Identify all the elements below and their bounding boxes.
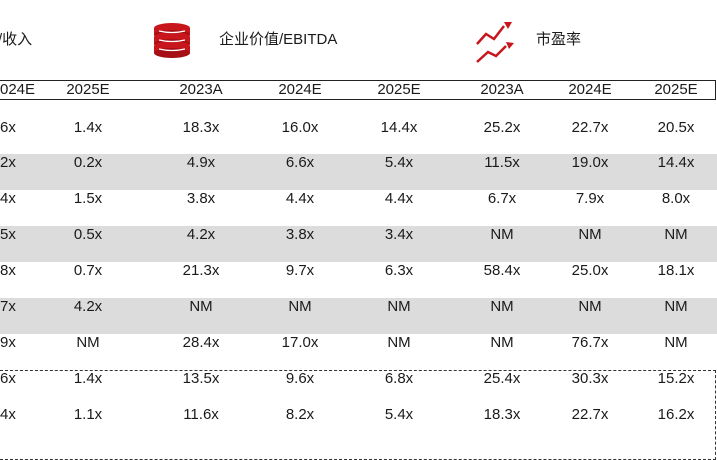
- table-cell: 6x: [0, 370, 16, 387]
- table-cell: NM: [189, 298, 213, 315]
- table-cell: 6.3x: [384, 262, 414, 279]
- column-header: 2024E: [568, 81, 612, 98]
- table-cell: NM: [76, 334, 100, 351]
- table-cell: 7x: [0, 298, 16, 315]
- table-cell: 8.2x: [285, 406, 315, 423]
- table-cell: 4.4x: [285, 190, 315, 207]
- column-header: 2023A: [480, 81, 524, 98]
- column-header-row: [0, 80, 716, 100]
- column-header: 2025E: [654, 81, 698, 98]
- pe-section-title: 市盈率: [536, 31, 582, 48]
- column-header: 2025E: [66, 81, 110, 98]
- table-cell: 5x: [0, 226, 16, 243]
- table-cell: 1.1x: [73, 406, 103, 423]
- table-cell: 0.5x: [73, 226, 103, 243]
- table-cell: 8.0x: [661, 190, 691, 207]
- table-cell: NM: [664, 334, 688, 351]
- row-band-6: [0, 298, 717, 334]
- table-cell: 25.4x: [483, 370, 521, 387]
- revenue-section-title: /收入: [0, 28, 32, 49]
- table-cell: 11.5x: [484, 154, 520, 171]
- table-cell: 19.0x: [571, 154, 609, 171]
- table-cell: 6.7x: [487, 190, 517, 207]
- table-cell: 4.2x: [73, 298, 103, 315]
- table-cell: NM: [387, 298, 411, 315]
- line-trend-icon: [474, 18, 518, 71]
- column-header: 2024E: [278, 81, 322, 98]
- row-band-4: [0, 226, 717, 262]
- table-cell: 16.0x: [281, 119, 319, 136]
- table-cell: 21.3x: [182, 262, 220, 279]
- table-cell: 3.8x: [186, 190, 216, 207]
- revenue-title: 收入: [2, 31, 33, 48]
- table-cell: 18.3x: [483, 406, 521, 423]
- table-cell: NM: [490, 334, 514, 351]
- table-cell: 25.0x: [571, 262, 609, 279]
- table-cell: 4x: [0, 190, 16, 207]
- table-cell: 18.3x: [182, 119, 220, 136]
- table-cell: NM: [578, 226, 602, 243]
- table-cell: 1.4x: [73, 370, 103, 387]
- table-cell: 25.2x: [483, 119, 521, 136]
- table-cell: 58.4x: [483, 262, 521, 279]
- row-band-2: [0, 154, 717, 190]
- ev-ebitda-section-title: 企业价值/EBITDA: [219, 31, 338, 48]
- table-cell: 9x: [0, 334, 16, 351]
- table-cell: 4.2x: [186, 226, 216, 243]
- table-cell: 1.5x: [73, 190, 103, 207]
- table-cell: NM: [490, 226, 514, 243]
- table-cell: 15.2x: [657, 370, 695, 387]
- table-cell: NM: [664, 298, 688, 315]
- table-cell: 28.4x: [182, 334, 220, 351]
- table-cell: 9.7x: [285, 262, 315, 279]
- table-cell: 0.2x: [73, 154, 103, 171]
- column-header: 2023A: [179, 81, 223, 98]
- table-cell: 5.4x: [384, 154, 414, 171]
- table-cell: 3.4x: [384, 226, 414, 243]
- table-cell: 22.7x: [571, 119, 609, 136]
- table-cell: 16.2x: [657, 406, 695, 423]
- table-cell: 17.0x: [281, 334, 319, 351]
- table-cell: 14.4x: [657, 154, 695, 171]
- table-cell: 5.4x: [384, 406, 414, 423]
- table-cell: NM: [387, 334, 411, 351]
- table-cell: 20.5x: [657, 119, 695, 136]
- table-cell: 9.6x: [285, 370, 315, 387]
- table-cell: 2x: [0, 154, 16, 171]
- table-cell: 4x: [0, 406, 16, 423]
- table-cell: NM: [578, 298, 602, 315]
- table-cell: NM: [490, 298, 514, 315]
- column-header: 024E: [0, 81, 36, 98]
- table-cell: 8x: [0, 262, 16, 279]
- table-cell: 6.8x: [384, 370, 414, 387]
- table-cell: 14.4x: [380, 119, 418, 136]
- column-header: 2025E: [377, 81, 421, 98]
- table-cell: NM: [664, 226, 688, 243]
- table-cell: 0.7x: [73, 262, 103, 279]
- revenue-title-prefix: /: [0, 31, 2, 48]
- table-cell: NM: [288, 298, 312, 315]
- table-cell: 76.7x: [571, 334, 609, 351]
- table-cell: 22.7x: [571, 406, 609, 423]
- table-cell: 1.4x: [73, 119, 103, 136]
- table-cell: 4.9x: [186, 154, 216, 171]
- table-cell: 4.4x: [384, 190, 414, 207]
- table-cell: 7.9x: [575, 190, 605, 207]
- table-cell: 13.5x: [182, 370, 220, 387]
- table-cell: 30.3x: [571, 370, 609, 387]
- table-cell: 3.8x: [285, 226, 315, 243]
- table-cell: 6x: [0, 119, 16, 136]
- coin-stack-icon: [151, 20, 193, 67]
- table-cell: 6.6x: [285, 154, 315, 171]
- table-cell: 11.6x: [183, 406, 219, 423]
- table-cell: 18.1x: [657, 262, 695, 279]
